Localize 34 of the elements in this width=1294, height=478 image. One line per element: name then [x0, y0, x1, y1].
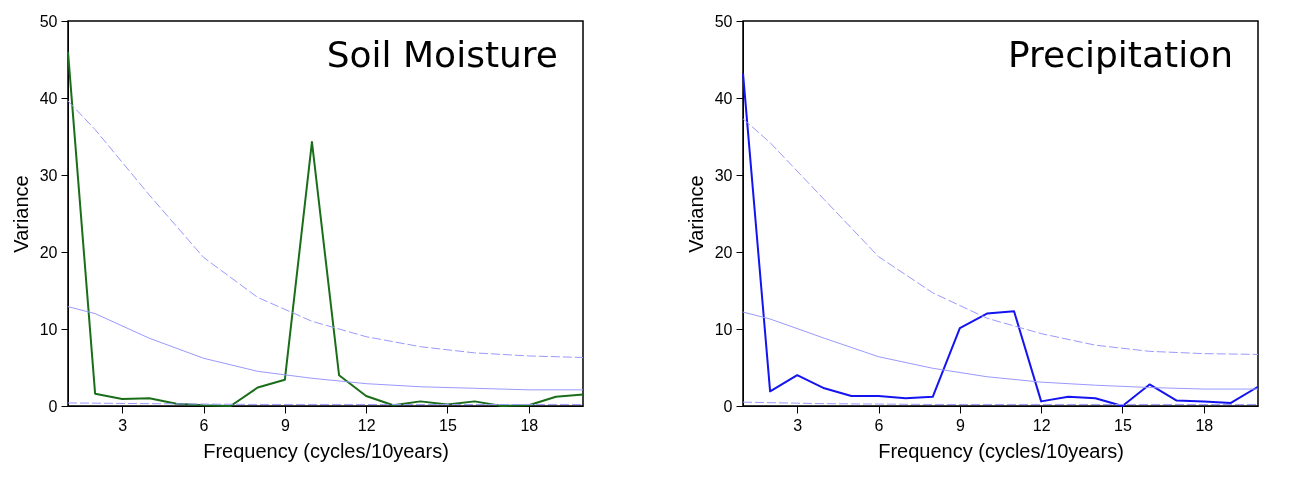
x-tick-label: 9	[280, 416, 290, 434]
x-tick-label: 18	[520, 416, 539, 434]
y-tick-label: 10	[714, 320, 733, 338]
y-tick-label: 0	[48, 397, 58, 415]
line-series	[742, 118, 1259, 355]
x-tick-label: 6	[874, 416, 884, 434]
y-tick-label: 30	[714, 166, 733, 184]
y-tick-label: 40	[39, 89, 58, 107]
line-series	[67, 306, 584, 391]
line-series	[742, 311, 1259, 390]
y-tick-label: 30	[39, 166, 58, 184]
chart-title: Soil Moisture	[326, 34, 558, 75]
y-tick-label: 10	[39, 320, 58, 338]
y-tick-label: 40	[714, 89, 733, 107]
x-tick-label: 12	[357, 416, 376, 434]
x-axis-title: Frequency (cycles/10years)	[878, 439, 1124, 462]
x-tick-label: 18	[1195, 416, 1214, 434]
y-tick-label: 50	[714, 12, 733, 30]
x-tick-label: 6	[199, 416, 209, 434]
y-tick-label: 20	[39, 243, 58, 261]
y-tick-label: 0	[723, 397, 733, 415]
x-tick-label: 3	[793, 416, 803, 434]
x-tick-label: 3	[118, 416, 128, 434]
x-tick-label: 15	[439, 416, 457, 434]
y-axis-title: Variance	[684, 175, 707, 253]
x-axis-title: Frequency (cycles/10years)	[203, 439, 449, 462]
y-tick-label: 50	[39, 12, 58, 30]
y-axis-title: Variance	[9, 175, 32, 253]
line-series	[67, 100, 584, 358]
chart-title: Precipitation	[1007, 34, 1233, 75]
x-tick-label: 9	[955, 416, 965, 434]
x-tick-label: 12	[1032, 416, 1051, 434]
y-tick-label: 20	[714, 243, 733, 261]
x-tick-label: 15	[1114, 416, 1132, 434]
